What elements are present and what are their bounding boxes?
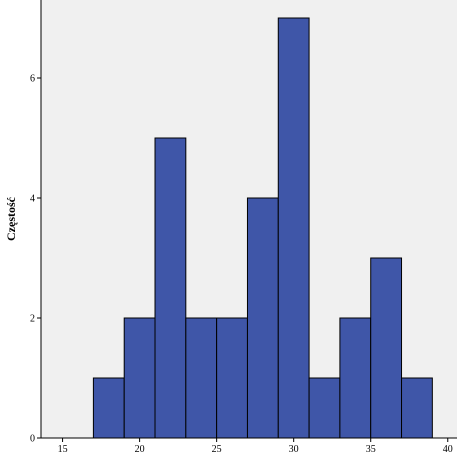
y-tick-label: 6 bbox=[30, 74, 35, 85]
histogram-bar bbox=[154, 137, 187, 439]
x-tick-label: 15 bbox=[58, 444, 68, 453]
histogram-bar bbox=[339, 317, 372, 439]
x-ticks-group: 15 20 25 30 35 40 bbox=[58, 438, 453, 453]
histogram-bar bbox=[277, 17, 310, 439]
bars-group bbox=[92, 17, 433, 439]
histogram-bar bbox=[308, 377, 341, 439]
histogram-bar bbox=[246, 197, 279, 439]
x-tick-label: 30 bbox=[289, 444, 299, 453]
y-ticks-group: 0 2 4 6 bbox=[30, 74, 41, 445]
histogram-bar bbox=[123, 317, 156, 439]
y-tick-label: 2 bbox=[30, 314, 35, 325]
y-tick-label: 4 bbox=[30, 194, 35, 205]
x-tick-label: 25 bbox=[212, 444, 222, 453]
x-tick-label: 20 bbox=[135, 444, 145, 453]
x-tick-label: 40 bbox=[443, 444, 453, 453]
histogram-bar bbox=[401, 377, 433, 439]
y-tick-label: 0 bbox=[30, 434, 35, 445]
histogram-bar bbox=[216, 317, 248, 439]
x-tick-label: 35 bbox=[366, 444, 376, 453]
histogram-bar bbox=[92, 377, 125, 439]
y-axis-title: Częstość bbox=[4, 196, 18, 241]
histogram-bar bbox=[370, 257, 403, 439]
histogram-bar bbox=[185, 317, 218, 439]
